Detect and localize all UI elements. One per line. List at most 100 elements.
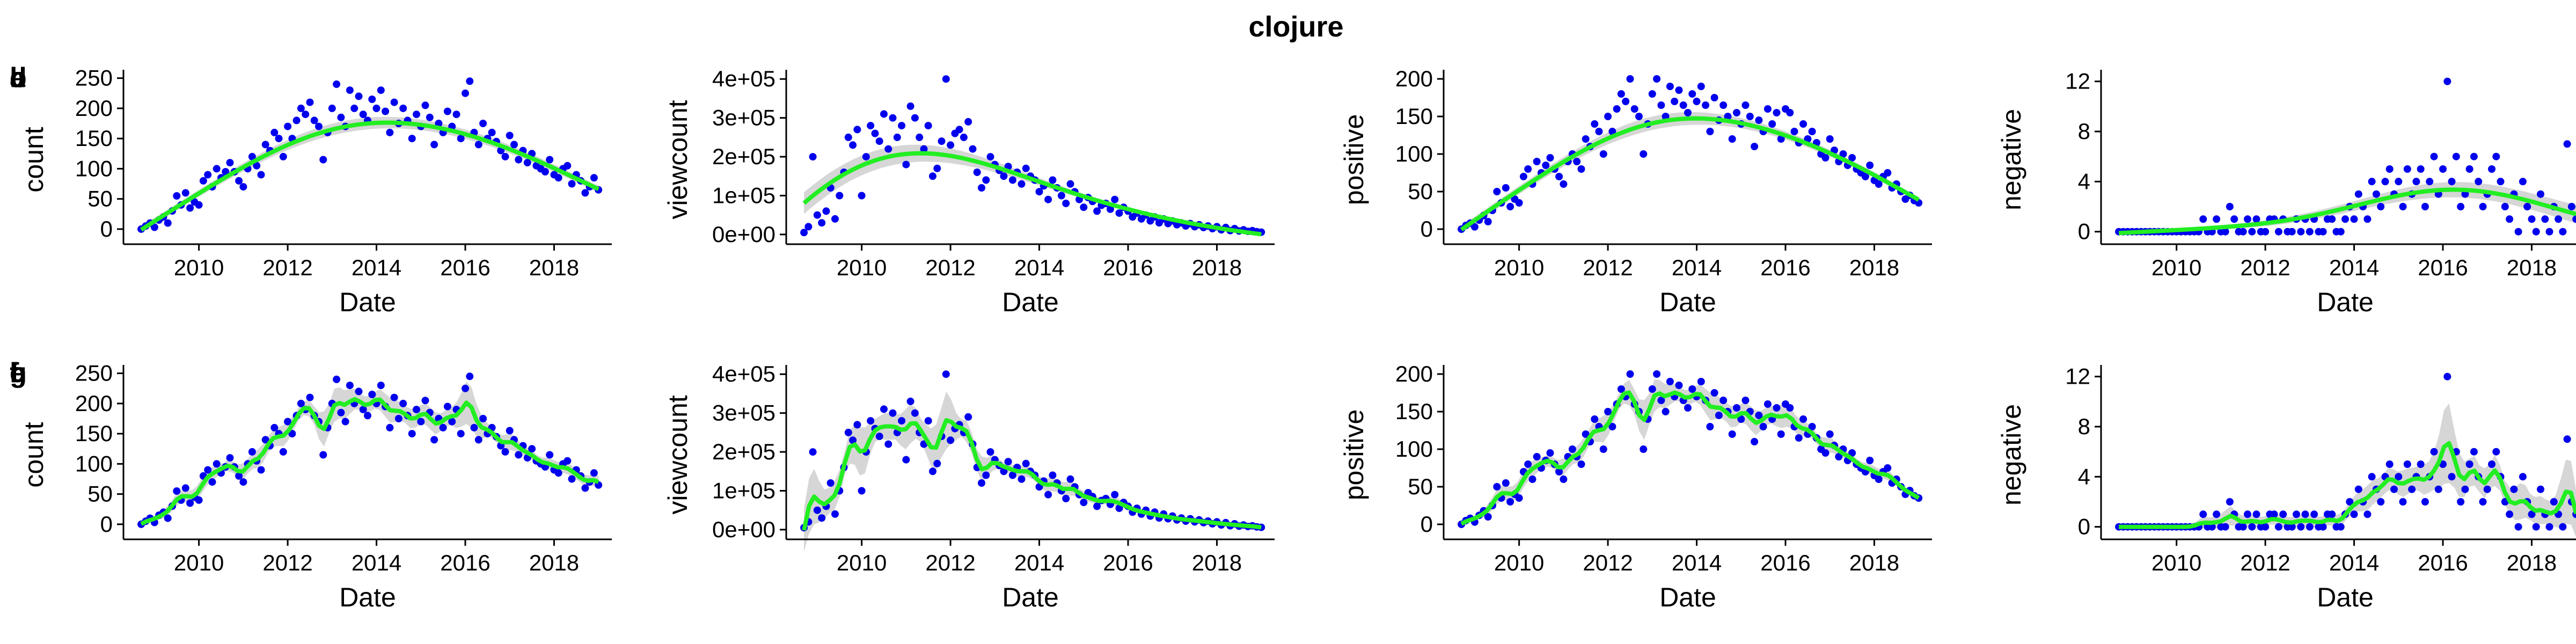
data-point bbox=[2377, 203, 2385, 210]
data-point bbox=[2532, 523, 2540, 531]
data-point bbox=[1662, 408, 1670, 415]
data-point bbox=[2434, 485, 2442, 493]
data-point bbox=[253, 162, 261, 170]
x-axis-title: Date bbox=[2317, 287, 2374, 317]
y-axis-title: positive bbox=[1339, 114, 1369, 206]
panel-e: e 0 50 100 150 200 250 2010 2012 2014 2016 2018 Date… bbox=[10, 357, 612, 612]
data-point bbox=[1821, 449, 1829, 457]
smooth-line bbox=[802, 418, 1262, 531]
y-tick-label: 12 bbox=[2065, 364, 2090, 389]
data-point bbox=[457, 430, 465, 438]
data-point bbox=[2262, 228, 2270, 236]
x-tick-label: 2016 bbox=[440, 550, 490, 575]
y-tick-label: 50 bbox=[87, 186, 113, 211]
data-point bbox=[1577, 460, 1585, 468]
data-point bbox=[1648, 90, 1656, 98]
x-tick-label: 2012 bbox=[262, 255, 312, 280]
data-point bbox=[1613, 105, 1621, 113]
data-point bbox=[328, 104, 336, 112]
x-tick-label: 2014 bbox=[352, 550, 401, 575]
data-point bbox=[2381, 178, 2389, 186]
data-point bbox=[1671, 98, 1679, 105]
y-tick-label: 2e+05 bbox=[712, 439, 775, 464]
data-point bbox=[1724, 113, 1732, 120]
data-point bbox=[319, 451, 327, 459]
data-point bbox=[2532, 228, 2540, 236]
data-point bbox=[2479, 498, 2487, 506]
data-point bbox=[1688, 385, 1696, 393]
data-point bbox=[1675, 86, 1683, 94]
data-point bbox=[568, 180, 576, 188]
x-tick-label: 2016 bbox=[1760, 550, 1810, 575]
data-point bbox=[1751, 438, 1759, 445]
data-point bbox=[2395, 178, 2403, 186]
data-point bbox=[893, 133, 901, 141]
data-point bbox=[2346, 498, 2354, 506]
data-point bbox=[408, 135, 416, 143]
data-point bbox=[898, 417, 906, 425]
data-point bbox=[386, 128, 394, 136]
x-axis-title: Date bbox=[2317, 582, 2374, 612]
x-tick-label: 2014 bbox=[1014, 255, 1064, 280]
data-point bbox=[443, 107, 451, 115]
data-point bbox=[871, 129, 879, 137]
data-point bbox=[920, 145, 928, 153]
data-point bbox=[488, 128, 496, 136]
data-point bbox=[2328, 215, 2336, 223]
data-point bbox=[1608, 423, 1616, 430]
data-point bbox=[978, 479, 985, 487]
data-point bbox=[964, 118, 972, 126]
data-point bbox=[875, 433, 883, 441]
data-point bbox=[2470, 152, 2478, 160]
data-point bbox=[1790, 128, 1798, 135]
data-point bbox=[1884, 169, 1892, 177]
data-point bbox=[2537, 190, 2544, 198]
data-point bbox=[2514, 228, 2522, 236]
x-tick-label: 2018 bbox=[1849, 550, 1899, 575]
data-point bbox=[2252, 510, 2260, 518]
data-point bbox=[581, 189, 589, 197]
data-point bbox=[2337, 228, 2345, 236]
data-point bbox=[831, 215, 839, 223]
data-point bbox=[880, 405, 888, 413]
data-point bbox=[924, 417, 932, 425]
data-point bbox=[924, 122, 932, 130]
data-point bbox=[1035, 188, 1043, 196]
data-point bbox=[284, 418, 292, 426]
data-point bbox=[1777, 430, 1785, 438]
data-point bbox=[809, 153, 817, 161]
data-point bbox=[1568, 445, 1576, 453]
data-point bbox=[1666, 378, 1674, 385]
data-point bbox=[2430, 448, 2438, 456]
data-point bbox=[1484, 513, 1492, 521]
x-axis-title: Date bbox=[1659, 582, 1716, 612]
data-point bbox=[564, 162, 572, 170]
data-point bbox=[2555, 215, 2563, 223]
y-tick-label: 50 bbox=[1408, 179, 1433, 204]
data-point bbox=[2239, 228, 2247, 236]
data-point bbox=[1555, 173, 1563, 180]
x-tick-label: 2014 bbox=[1672, 255, 1722, 280]
data-point bbox=[1617, 90, 1625, 98]
data-point bbox=[2213, 510, 2221, 518]
data-point bbox=[337, 113, 345, 121]
data-point bbox=[822, 207, 830, 215]
data-point bbox=[1524, 165, 1532, 173]
data-point bbox=[2297, 228, 2305, 236]
data-point bbox=[1733, 109, 1740, 116]
panel-letter: f bbox=[10, 357, 19, 389]
data-point bbox=[1062, 495, 1070, 502]
data-point bbox=[173, 487, 181, 495]
data-point bbox=[564, 457, 572, 465]
data-point bbox=[359, 111, 367, 119]
panel-h: h 0 4 8 12 2010 2012 2014 2016 2018 Date negative bbox=[10, 357, 2576, 612]
data-point bbox=[528, 445, 536, 453]
data-point bbox=[2457, 498, 2465, 506]
data-point bbox=[1640, 445, 1648, 453]
data-point bbox=[849, 141, 857, 149]
data-point bbox=[1000, 172, 1008, 180]
x-tick-label: 2012 bbox=[925, 550, 975, 575]
data-point bbox=[2337, 523, 2345, 531]
data-point bbox=[515, 156, 523, 164]
panel-letter: e bbox=[10, 357, 25, 389]
